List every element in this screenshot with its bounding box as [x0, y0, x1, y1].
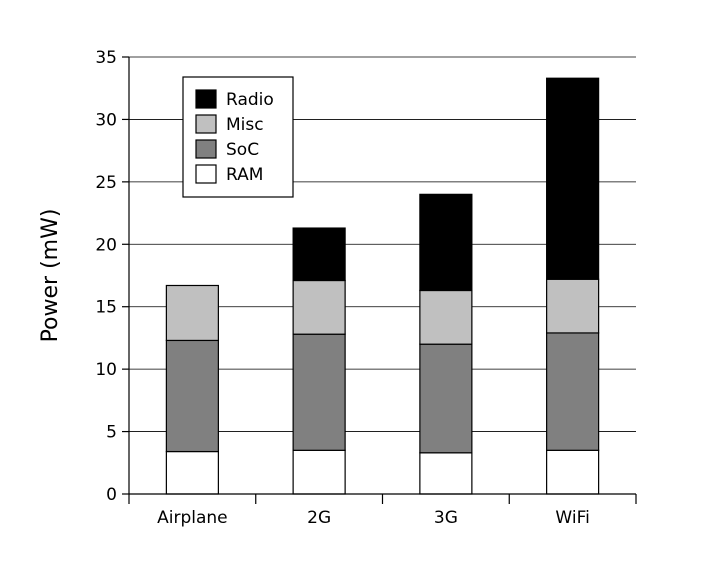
x-tick-label: Airplane	[157, 508, 228, 528]
bar-segment-ram-3g	[419, 452, 473, 495]
bar-segment-radio-2g	[292, 227, 346, 282]
legend-label-soc: SoC	[226, 140, 259, 160]
bar-segment-radio-wifi	[546, 77, 600, 280]
bar-segment-radio-3g	[419, 193, 473, 292]
bar-segment-misc-airplane	[165, 284, 219, 342]
axes: 0 5 10 15 20 25 30 35 Airplane 2G 3G WiFi	[95, 48, 637, 528]
bar-segment-misc-3g	[419, 289, 473, 345]
legend-label-ram: RAM	[226, 165, 263, 185]
bar-segment-ram-wifi	[546, 449, 600, 495]
y-tick-label: 15	[95, 298, 117, 318]
y-tick-label: 0	[106, 485, 117, 505]
y-tick-label: 10	[95, 360, 117, 380]
legend: Radio Misc SoC RAM	[182, 76, 294, 198]
legend-swatch-misc	[195, 114, 217, 134]
y-tick-label: 5	[106, 423, 117, 443]
bar-segment-soc-wifi	[546, 332, 600, 451]
bar-segment-soc-2g	[292, 333, 346, 451]
legend-swatch-soc	[195, 139, 217, 159]
bar-segment-ram-airplane	[165, 450, 219, 495]
bars	[165, 77, 600, 495]
bar-segment-misc-wifi	[546, 278, 600, 334]
y-tick-label: 25	[95, 173, 117, 193]
bar-segment-ram-2g	[292, 449, 346, 495]
bar-segment-soc-airplane	[165, 339, 219, 453]
y-axis-title: Power (mW)	[38, 209, 63, 343]
y-tick-label: 30	[95, 110, 117, 130]
legend-swatch-radio	[195, 89, 217, 109]
bar-segment-soc-3g	[419, 343, 473, 454]
bar-segment-misc-2g	[292, 279, 346, 335]
legend-label-radio: Radio	[226, 90, 274, 110]
x-tick-label: 2G	[307, 508, 331, 528]
y-tick-label: 35	[95, 48, 117, 68]
x-tick-label: 3G	[434, 508, 458, 528]
y-tick-label: 20	[95, 235, 117, 255]
legend-label-misc: Misc	[226, 115, 264, 135]
legend-swatch-ram	[195, 164, 217, 184]
x-tick-label: WiFi	[555, 508, 589, 528]
